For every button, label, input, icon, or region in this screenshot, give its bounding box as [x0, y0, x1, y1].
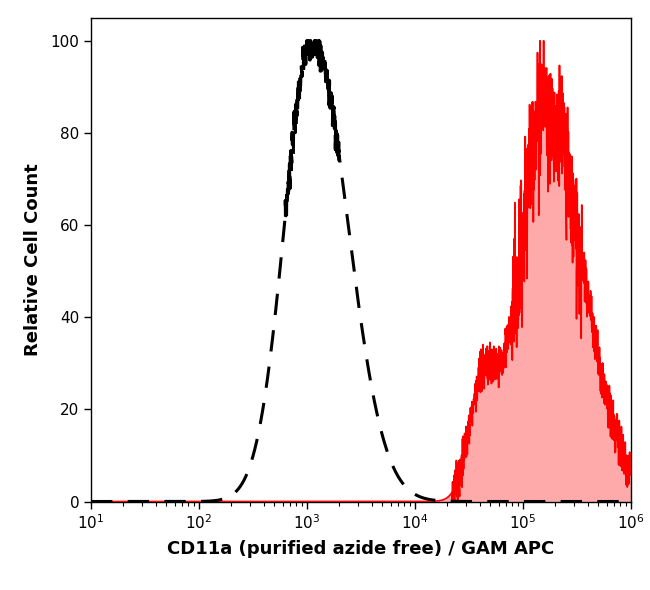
Y-axis label: Relative Cell Count: Relative Cell Count: [24, 163, 42, 356]
X-axis label: CD11a (purified azide free) / GAM APC: CD11a (purified azide free) / GAM APC: [167, 540, 554, 558]
